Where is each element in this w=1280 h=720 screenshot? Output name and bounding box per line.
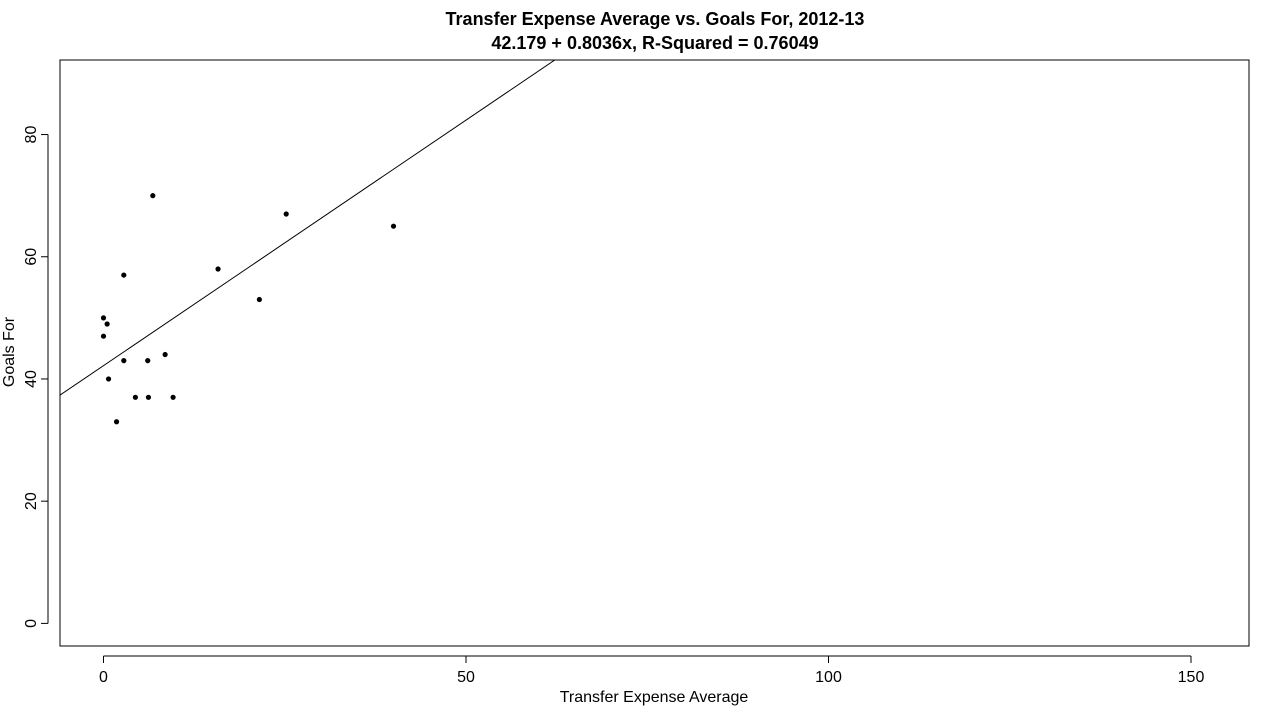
x-tick-label: 50 — [457, 669, 475, 686]
data-point — [100, 315, 107, 321]
y-tick-label: 80 — [23, 126, 40, 144]
y-axis-label: Goals For — [1, 316, 18, 387]
data-point — [256, 296, 262, 303]
y-tick-label: 20 — [23, 492, 40, 510]
data-point — [113, 419, 120, 425]
data-point — [105, 376, 112, 382]
data-point — [150, 193, 156, 199]
regression-line — [60, 60, 556, 396]
plot-area: 0 50 100 150 0 20 40 60 80 — [23, 59, 1250, 686]
x-tick-label: 100 — [815, 669, 842, 686]
x-tick-label: 0 — [99, 669, 108, 686]
y-tick-label: 40 — [23, 370, 40, 388]
x-axis-label: Transfer Expense Average — [560, 689, 749, 706]
data-point — [121, 358, 127, 364]
y-tick-label: 60 — [23, 248, 40, 266]
data-point — [390, 223, 397, 229]
chart-title: Transfer Expense Average vs. Goals For, … — [446, 9, 865, 29]
plot-frame — [59, 59, 1250, 647]
data-point — [162, 351, 168, 358]
data-point — [121, 272, 127, 278]
chart-subtitle: 42.179 + 0.8036x, R-Squared = 0.76049 — [491, 33, 818, 53]
data-point — [132, 394, 138, 400]
x-tick-label: 150 — [1178, 669, 1205, 686]
data-point — [145, 358, 151, 364]
data-point — [145, 394, 152, 400]
data-point — [104, 321, 110, 327]
data-point — [215, 266, 221, 272]
data-point — [100, 333, 107, 339]
data-point — [170, 394, 176, 400]
y-tick-label: 0 — [23, 619, 40, 628]
data-point — [283, 211, 289, 217]
